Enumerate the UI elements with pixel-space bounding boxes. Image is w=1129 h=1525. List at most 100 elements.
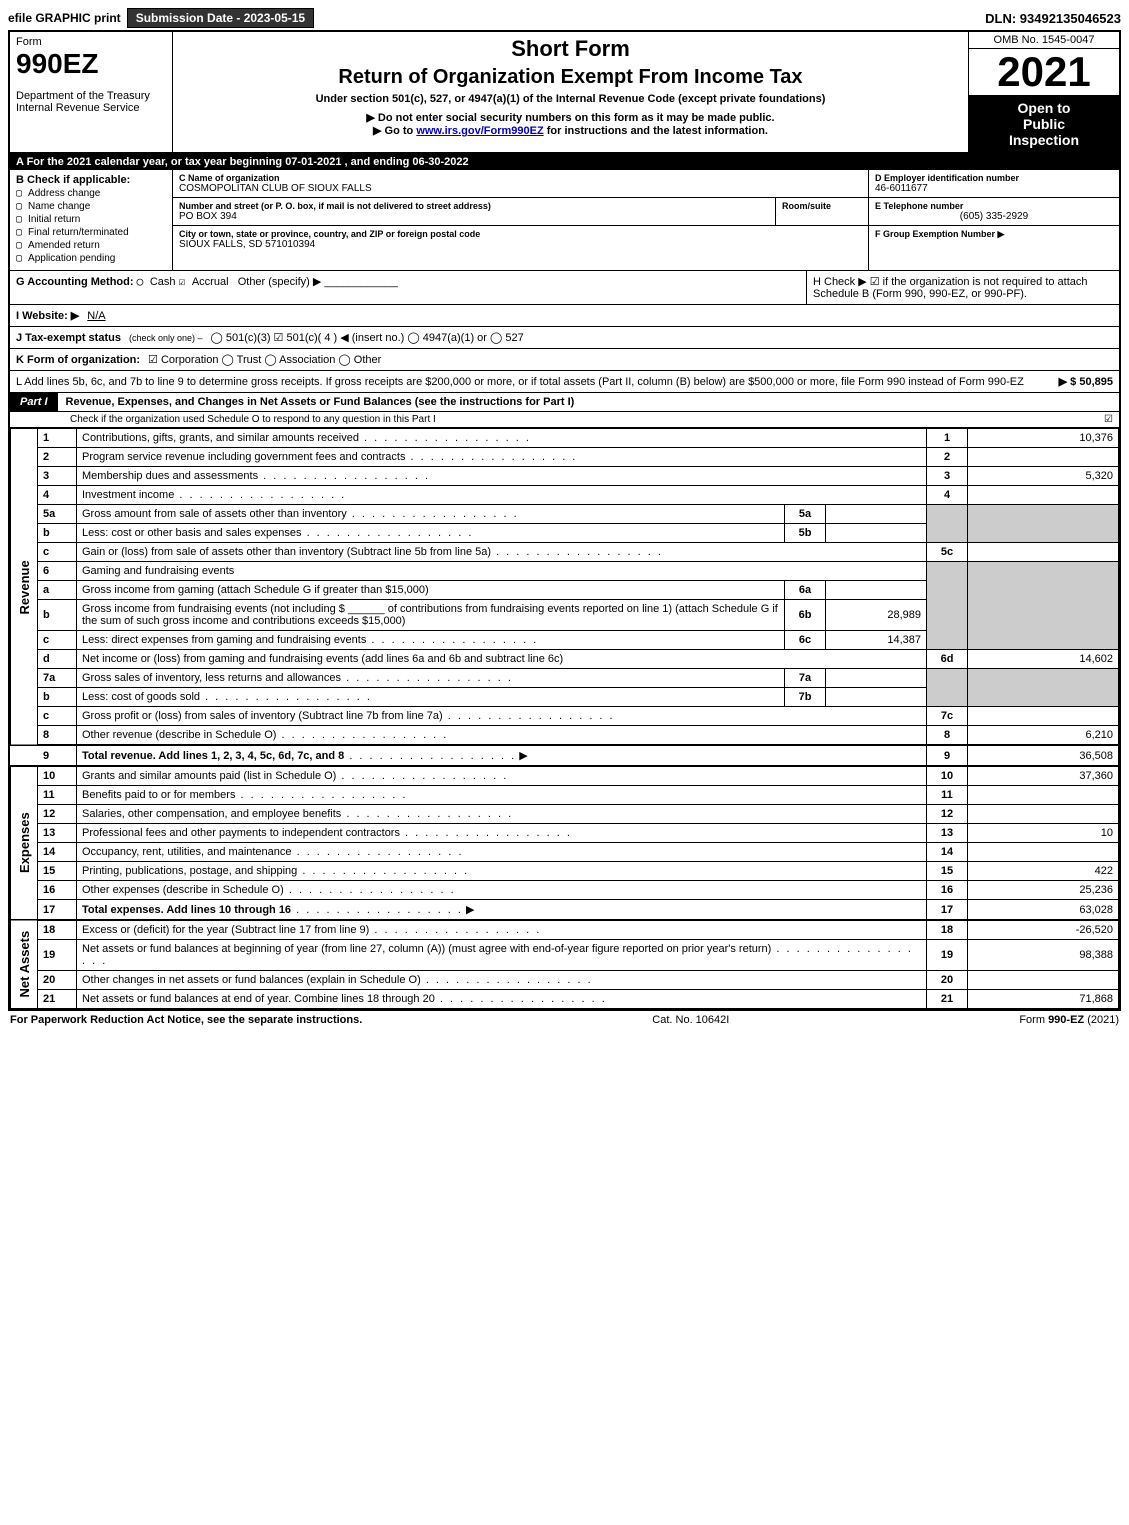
- chk-application-pending[interactable]: ▢ Application pending: [16, 253, 166, 264]
- chk-initial-return[interactable]: ▢ Initial return: [16, 214, 166, 225]
- goto-line: ▶ Go to www.irs.gov/Form990EZ for instru…: [183, 124, 958, 137]
- line-19-val: 98,388: [968, 940, 1119, 971]
- line-8-col: 8: [927, 726, 968, 746]
- submission-date-button[interactable]: Submission Date - 2023-05-15: [127, 8, 314, 28]
- under-section: Under section 501(c), 527, or 4947(a)(1)…: [183, 93, 958, 105]
- goto-suffix: for instructions and the latest informat…: [544, 125, 768, 137]
- line-7b-subval: [826, 688, 927, 707]
- open-line2: Public: [973, 116, 1115, 132]
- line-6a-desc: Gross income from gaming (attach Schedul…: [77, 581, 785, 600]
- info-grid: B Check if applicable: ▢ Address change …: [10, 170, 1119, 271]
- line-15-no: 15: [38, 862, 77, 881]
- part-1-sub-text: Check if the organization used Schedule …: [70, 414, 436, 425]
- goto-prefix: ▶ Go to: [373, 125, 416, 137]
- line-6d-no: d: [38, 650, 77, 669]
- line-5b-subval: [826, 524, 927, 543]
- line-6abc-shade: [927, 562, 968, 650]
- line-13-val: 10: [968, 824, 1119, 843]
- tax-exempt-opts[interactable]: ◯ 501(c)(3) ☑ 501(c)( 4 ) ◀ (insert no.)…: [211, 331, 524, 344]
- line-14-val: [968, 843, 1119, 862]
- line-17-val: 63,028: [968, 900, 1119, 921]
- line-18-col: 18: [927, 920, 968, 940]
- line-19-no: 19: [38, 940, 77, 971]
- website-value: N/A: [87, 310, 105, 322]
- row-l-amount: ▶ $ 50,895: [1059, 375, 1113, 388]
- line-2-desc: Program service revenue including govern…: [82, 451, 405, 463]
- website-label: I Website: ▶: [16, 309, 79, 322]
- row-h-schedule-b: H Check ▶ ☑ if the organization is not r…: [806, 271, 1119, 304]
- line-16-no: 16: [38, 881, 77, 900]
- open-line1: Open to: [973, 100, 1115, 116]
- chk-name-change[interactable]: ▢ Name change: [16, 201, 166, 212]
- accounting-accrual[interactable]: Accrual: [192, 276, 229, 288]
- line-12-col: 12: [927, 805, 968, 824]
- row-l-text: L Add lines 5b, 6c, and 7b to line 9 to …: [16, 376, 1051, 388]
- line-20-desc: Other changes in net assets or fund bala…: [82, 974, 421, 986]
- dept-treasury: Department of the Treasury: [16, 90, 166, 102]
- line-3-desc: Membership dues and assessments: [82, 470, 258, 482]
- line-9-val: 36,508: [968, 745, 1119, 766]
- line-15-desc: Printing, publications, postage, and shi…: [82, 865, 297, 877]
- street-row: Number and street (or P. O. box, if mail…: [173, 198, 868, 226]
- street-value: PO BOX 394: [179, 211, 769, 222]
- line-6c-subval: 14,387: [826, 631, 927, 650]
- ein-value: 46-6011677: [875, 183, 1113, 194]
- col-c-org-info: C Name of organization COSMOPOLITAN CLUB…: [173, 170, 869, 270]
- open-public-inspection: Open to Public Inspection: [969, 96, 1119, 152]
- revenue-side-label: Revenue: [11, 429, 38, 746]
- accounting-other[interactable]: Other (specify) ▶: [238, 276, 322, 288]
- row-l-gross-receipts: L Add lines 5b, 6c, and 7b to line 9 to …: [10, 371, 1119, 393]
- line-5ab-shade: [927, 505, 968, 543]
- part-1-title: Revenue, Expenses, and Changes in Net As…: [58, 396, 1119, 408]
- expenses-side-label: Expenses: [11, 766, 38, 920]
- line-7ab-shade: [927, 669, 968, 707]
- line-7a-no: 7a: [38, 669, 77, 688]
- return-title: Return of Organization Exempt From Incom…: [183, 66, 958, 89]
- line-10-val: 37,360: [968, 766, 1119, 786]
- line-9-col: 9: [927, 745, 968, 766]
- line-11-desc: Benefits paid to or for members: [82, 789, 235, 801]
- line-9-no: 9: [38, 745, 77, 766]
- tel-value: (605) 335-2929: [875, 211, 1113, 222]
- tax-exempt-label: J Tax-exempt status: [16, 332, 121, 344]
- line-18-val: -26,520: [968, 920, 1119, 940]
- chk-amended-return[interactable]: ▢ Amended return: [16, 240, 166, 251]
- accounting-cash[interactable]: Cash: [150, 276, 176, 288]
- line-7c-no: c: [38, 707, 77, 726]
- line-8-no: 8: [38, 726, 77, 746]
- chk-final-return[interactable]: ▢ Final return/terminated: [16, 227, 166, 238]
- footer-mid: Cat. No. 10642I: [652, 1014, 729, 1026]
- accounting-label: G Accounting Method:: [16, 276, 134, 288]
- line-21-desc: Net assets or fund balances at end of ye…: [82, 993, 435, 1005]
- line-6b-desc: Gross income from fundraising events (no…: [77, 600, 785, 631]
- form-container: Form 990EZ Department of the Treasury In…: [8, 30, 1121, 1011]
- part-1-check[interactable]: ☑: [1104, 414, 1113, 425]
- part-1-tab: Part I: [10, 393, 58, 411]
- line-9-desc: Total revenue. Add lines 1, 2, 3, 4, 5c,…: [82, 750, 344, 762]
- do-not-enter-ssn: ▶ Do not enter social security numbers o…: [183, 111, 958, 124]
- line-5b-desc: Less: cost or other basis and sales expe…: [82, 527, 302, 539]
- row-g-accounting: G Accounting Method: ◯ Cash ☑ Accrual Ot…: [10, 271, 806, 304]
- form-org-opts[interactable]: ☑ Corporation ◯ Trust ◯ Association ◯ Ot…: [148, 353, 381, 366]
- chk-address-change[interactable]: ▢ Address change: [16, 188, 166, 199]
- lines-table: Revenue 1 Contributions, gifts, grants, …: [10, 428, 1119, 1009]
- tel-cell: E Telephone number (605) 335-2929: [869, 198, 1119, 226]
- group-exemption-label: F Group Exemption Number ▶: [875, 229, 1113, 240]
- irs-label: Internal Revenue Service: [16, 102, 166, 114]
- line-21-col: 21: [927, 990, 968, 1009]
- line-6c-desc: Less: direct expenses from gaming and fu…: [82, 634, 366, 646]
- goto-link[interactable]: www.irs.gov/Form990EZ: [416, 125, 543, 137]
- line-6d-desc: Net income or (loss) from gaming and fun…: [77, 650, 927, 669]
- footer-right: Form 990-EZ (2021): [1019, 1014, 1119, 1026]
- org-name-label: C Name of organization: [179, 173, 862, 183]
- line-12-no: 12: [38, 805, 77, 824]
- line-18-desc: Excess or (deficit) for the year (Subtra…: [82, 924, 369, 936]
- group-exemption-cell: F Group Exemption Number ▶: [869, 226, 1119, 243]
- line-1-val: 10,376: [968, 429, 1119, 448]
- line-4-desc: Investment income: [82, 489, 174, 501]
- line-1-col: 1: [927, 429, 968, 448]
- line-5ab-shade-val: [968, 505, 1119, 543]
- line-7a-desc: Gross sales of inventory, less returns a…: [82, 672, 341, 684]
- line-2-col: 2: [927, 448, 968, 467]
- line-16-col: 16: [927, 881, 968, 900]
